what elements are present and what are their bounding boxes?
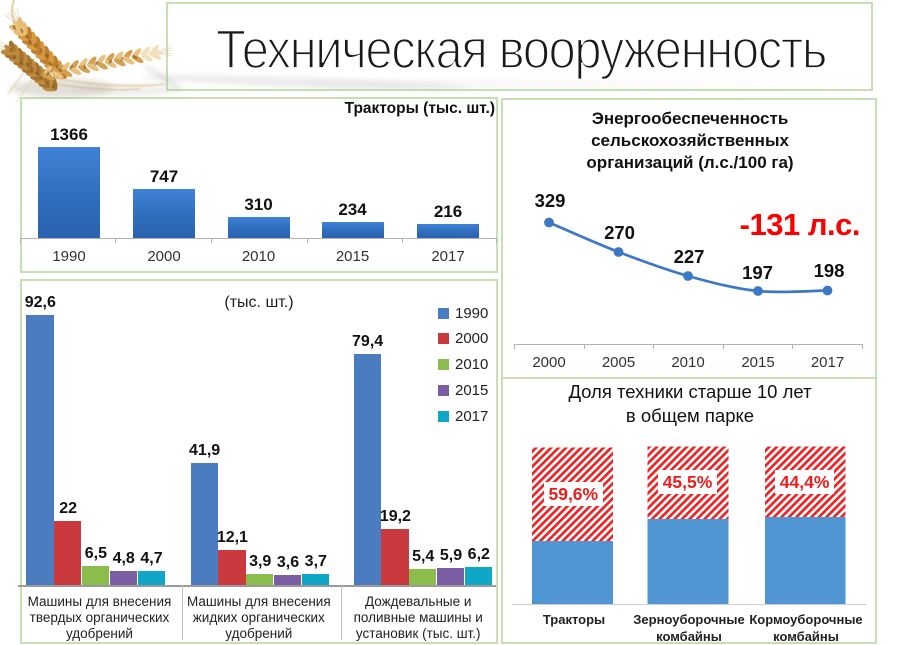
svg-text:Техническая вооруженность: Техническая вооруженность xyxy=(216,19,826,80)
